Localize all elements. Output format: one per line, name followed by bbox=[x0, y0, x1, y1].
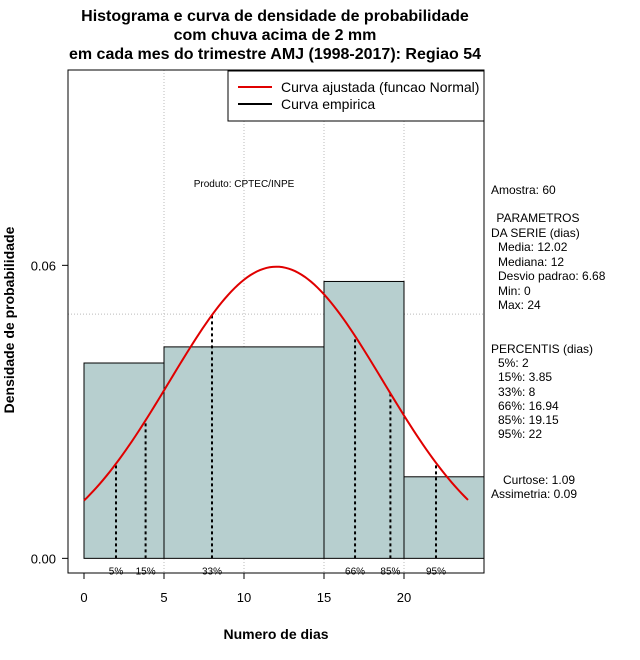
x-tick-label-1: 5 bbox=[160, 590, 167, 605]
percentile-label-2: 33% bbox=[202, 566, 222, 577]
stat-p95: 95%: 22 bbox=[498, 427, 542, 441]
x-tick-label-3: 15 bbox=[317, 590, 331, 605]
stat-param-header-2: DA SERIE (dias) bbox=[491, 226, 580, 240]
histogram-bar-0 bbox=[83, 362, 165, 559]
statistics-panel: Amostra: 60 PARAMETROS DA SERIE (dias) M… bbox=[491, 183, 606, 501]
percentile-label-3: 66% bbox=[345, 566, 365, 577]
plot-frame bbox=[67, 69, 485, 574]
percentile-label-4: 85% bbox=[380, 566, 400, 577]
percentile-lines: 5% 15% 33% 66% 85% 95% bbox=[109, 315, 446, 577]
normal-curve-group bbox=[83, 265, 469, 502]
percentile-label-0: 5% bbox=[109, 566, 124, 577]
chart-title-line-3: em cada mes do trimestre AMJ (1998-2017)… bbox=[69, 46, 481, 63]
stat-p5: 5%: 2 bbox=[498, 356, 529, 370]
stat-percentiles-header: PERCENTIS (dias) bbox=[491, 342, 593, 356]
y-tick-label-0: 0.00 bbox=[31, 551, 56, 566]
stat-assimetria: Assimetria: 0.09 bbox=[491, 487, 577, 501]
histogram-bar-1 bbox=[163, 346, 325, 559]
histogram-bars bbox=[83, 280, 485, 559]
stat-p33: 33%: 8 bbox=[498, 385, 536, 399]
legend-label-normal: Curva ajustada (funcao Normal) bbox=[281, 79, 479, 95]
chart-title-line-1: Histograma e curva de densidade de proba… bbox=[81, 8, 469, 25]
stat-param-header-1: PARAMETROS bbox=[493, 211, 579, 225]
y-tick-label-1: 0.06 bbox=[31, 258, 56, 273]
x-axis-label: Numero de dias bbox=[223, 626, 328, 642]
percentile-label-5: 95% bbox=[426, 566, 446, 577]
stat-min: Min: 0 bbox=[498, 284, 531, 298]
legend-box bbox=[227, 70, 485, 122]
stat-max: Max: 24 bbox=[498, 298, 541, 312]
stat-p15: 15%: 3.85 bbox=[498, 370, 552, 384]
histogram-bar-3 bbox=[403, 476, 485, 559]
x-tick-label-0: 0 bbox=[80, 590, 87, 605]
axes: 0 5 10 15 20 0.00 0.06 bbox=[31, 258, 412, 605]
x-tick-label-2: 10 bbox=[237, 590, 251, 605]
product-annotation: Produto: CPTEC/INPE bbox=[194, 179, 295, 190]
stat-p66: 66%: 16.94 bbox=[498, 399, 559, 413]
stat-p85: 85%: 19.15 bbox=[498, 413, 559, 427]
x-tick-label-4: 20 bbox=[397, 590, 411, 605]
stat-amostra: Amostra: 60 bbox=[491, 183, 556, 197]
stat-media: Media: 12.02 bbox=[498, 240, 568, 254]
stat-mediana: Mediana: 12 bbox=[498, 255, 564, 269]
percentile-label-1: 15% bbox=[136, 566, 156, 577]
legend-label-empirical: Curva empirica bbox=[281, 96, 375, 112]
normal-curve bbox=[83, 265, 469, 502]
legend: Curva ajustada (funcao Normal) Curva emp… bbox=[227, 70, 485, 122]
stat-desvio: Desvio padrao: 6.68 bbox=[498, 269, 606, 283]
y-axis-label: Densidade de probabilidade bbox=[1, 226, 17, 413]
chart-title-line-2: com chuva acima de 2 mm bbox=[174, 27, 377, 44]
stat-curtose: Curtose: 1.09 bbox=[503, 473, 575, 487]
histogram-bar-2 bbox=[323, 280, 405, 559]
